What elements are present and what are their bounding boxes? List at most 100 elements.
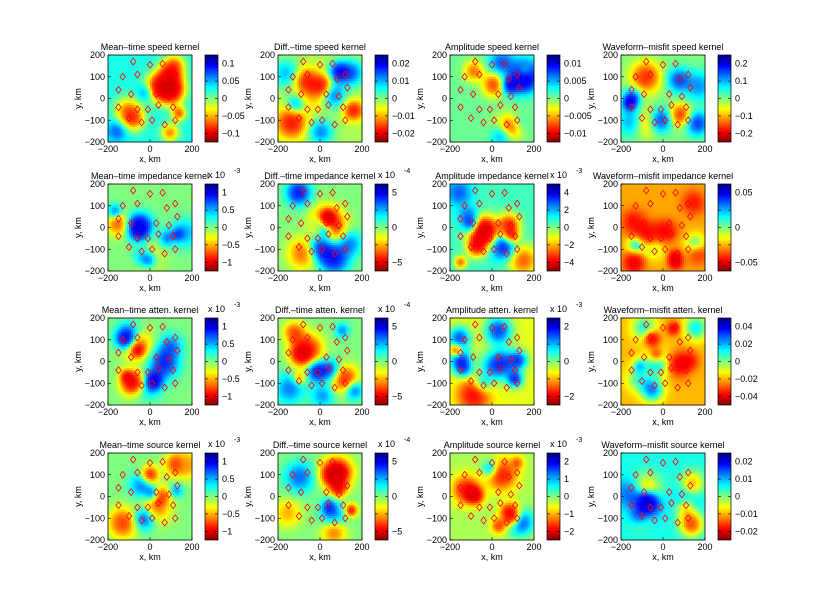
heatmap-cell xyxy=(144,112,146,115)
heatmap-cell xyxy=(161,116,163,119)
heatmap-cell xyxy=(179,77,181,80)
heatmap-cell xyxy=(112,122,114,125)
heatmap-cell xyxy=(116,77,118,80)
heatmap-cell xyxy=(133,66,135,69)
heatmap-cell xyxy=(289,127,291,130)
heatmap-cell xyxy=(286,135,288,138)
heatmap-cell xyxy=(142,64,144,67)
heatmap-cell xyxy=(148,131,150,134)
heatmap-cell xyxy=(171,64,173,67)
heatmap-cell xyxy=(179,59,181,62)
heatmap-cell xyxy=(121,118,123,121)
heatmap-cell xyxy=(121,68,123,71)
heatmap-cell xyxy=(179,120,181,123)
heatmap-cell xyxy=(135,85,137,88)
heatmap-cell xyxy=(282,57,284,60)
heatmap-cell xyxy=(169,90,171,93)
heatmap-cell xyxy=(112,116,114,119)
heatmap-cell xyxy=(133,127,135,130)
heatmap-cell xyxy=(284,75,286,78)
heatmap-cell xyxy=(156,68,158,71)
heatmap-cell xyxy=(289,101,291,104)
heatmap-cell xyxy=(303,133,305,136)
heatmap-cell xyxy=(284,62,286,65)
heatmap-cell xyxy=(158,96,160,99)
heatmap-cell xyxy=(152,79,154,82)
heatmap-cell xyxy=(286,118,288,121)
heatmap-cell xyxy=(125,85,127,88)
heatmap-cell xyxy=(121,122,123,125)
heatmap-cell xyxy=(129,77,131,80)
heatmap-cell xyxy=(127,105,129,108)
heatmap-cell xyxy=(119,116,121,119)
heatmap-cell xyxy=(154,70,156,73)
heatmap-cell xyxy=(301,88,303,91)
heatmap-cell xyxy=(188,109,190,112)
heatmap-cell xyxy=(152,85,154,88)
heatmap-cell xyxy=(280,70,282,73)
heatmap-cell xyxy=(165,103,167,106)
heatmap-cell xyxy=(282,75,284,78)
heatmap-cell xyxy=(110,122,112,125)
heatmap-cell xyxy=(123,83,125,86)
heatmap-cell xyxy=(163,112,165,115)
heatmap-cell xyxy=(289,59,291,62)
heatmap-cell xyxy=(152,99,154,102)
heatmap-cell xyxy=(112,66,114,69)
heatmap-cell xyxy=(171,66,173,69)
heatmap-cell xyxy=(173,64,175,67)
heatmap-cell xyxy=(131,72,133,75)
heatmap-cell xyxy=(129,99,131,102)
heatmap-cell xyxy=(112,79,114,82)
heatmap-cell xyxy=(179,66,181,69)
heatmap-cell xyxy=(146,92,148,95)
heatmap-cell xyxy=(293,66,295,69)
heatmap-cell xyxy=(282,66,284,69)
heatmap-cell xyxy=(179,122,181,125)
heatmap-cell xyxy=(140,133,142,136)
heatmap-cell xyxy=(291,131,293,134)
heatmap-cell xyxy=(188,103,190,106)
heatmap-cell xyxy=(150,131,152,134)
heatmap-cell xyxy=(129,88,131,91)
heatmap-cell xyxy=(150,138,152,141)
heatmap-cell xyxy=(184,90,186,93)
heatmap-cell xyxy=(167,83,169,86)
heatmap-cell xyxy=(280,59,282,62)
heatmap-cell xyxy=(280,125,282,128)
heatmap-cell xyxy=(305,68,307,71)
heatmap-cell xyxy=(135,96,137,99)
heatmap-cell xyxy=(146,131,148,134)
heatmap-cell xyxy=(156,59,158,62)
heatmap-cell xyxy=(112,107,114,110)
heatmap-cell xyxy=(169,101,171,104)
heatmap-cell xyxy=(129,122,131,125)
heatmap-cell xyxy=(171,138,173,141)
heatmap-cell xyxy=(177,59,179,62)
heatmap-cell xyxy=(282,62,284,65)
heatmap-cell xyxy=(188,57,190,60)
heatmap-cell xyxy=(156,57,158,60)
heatmap-cell xyxy=(188,129,190,132)
heatmap-cell xyxy=(297,131,299,134)
heatmap-cell xyxy=(142,68,144,71)
heatmap-cell xyxy=(137,94,139,97)
heatmap-cell xyxy=(133,68,135,71)
heatmap-cell xyxy=(171,129,173,132)
heatmap-cell xyxy=(167,107,169,110)
heatmap-cell xyxy=(127,107,129,110)
heatmap-cell xyxy=(177,138,179,141)
heatmap-cell xyxy=(182,85,184,88)
heatmap-cell xyxy=(161,138,163,141)
heatmap-cell xyxy=(286,81,288,84)
heatmap-cell xyxy=(173,68,175,71)
heatmap-cell xyxy=(305,129,307,132)
heatmap-cell xyxy=(184,72,186,75)
heatmap-cell xyxy=(284,77,286,80)
heatmap-cell xyxy=(184,122,186,125)
heatmap-cell xyxy=(182,72,184,75)
heatmap-cell xyxy=(125,101,127,104)
heatmap-cell xyxy=(280,72,282,75)
heatmap-cell xyxy=(184,114,186,117)
heatmap-cell xyxy=(133,85,135,88)
